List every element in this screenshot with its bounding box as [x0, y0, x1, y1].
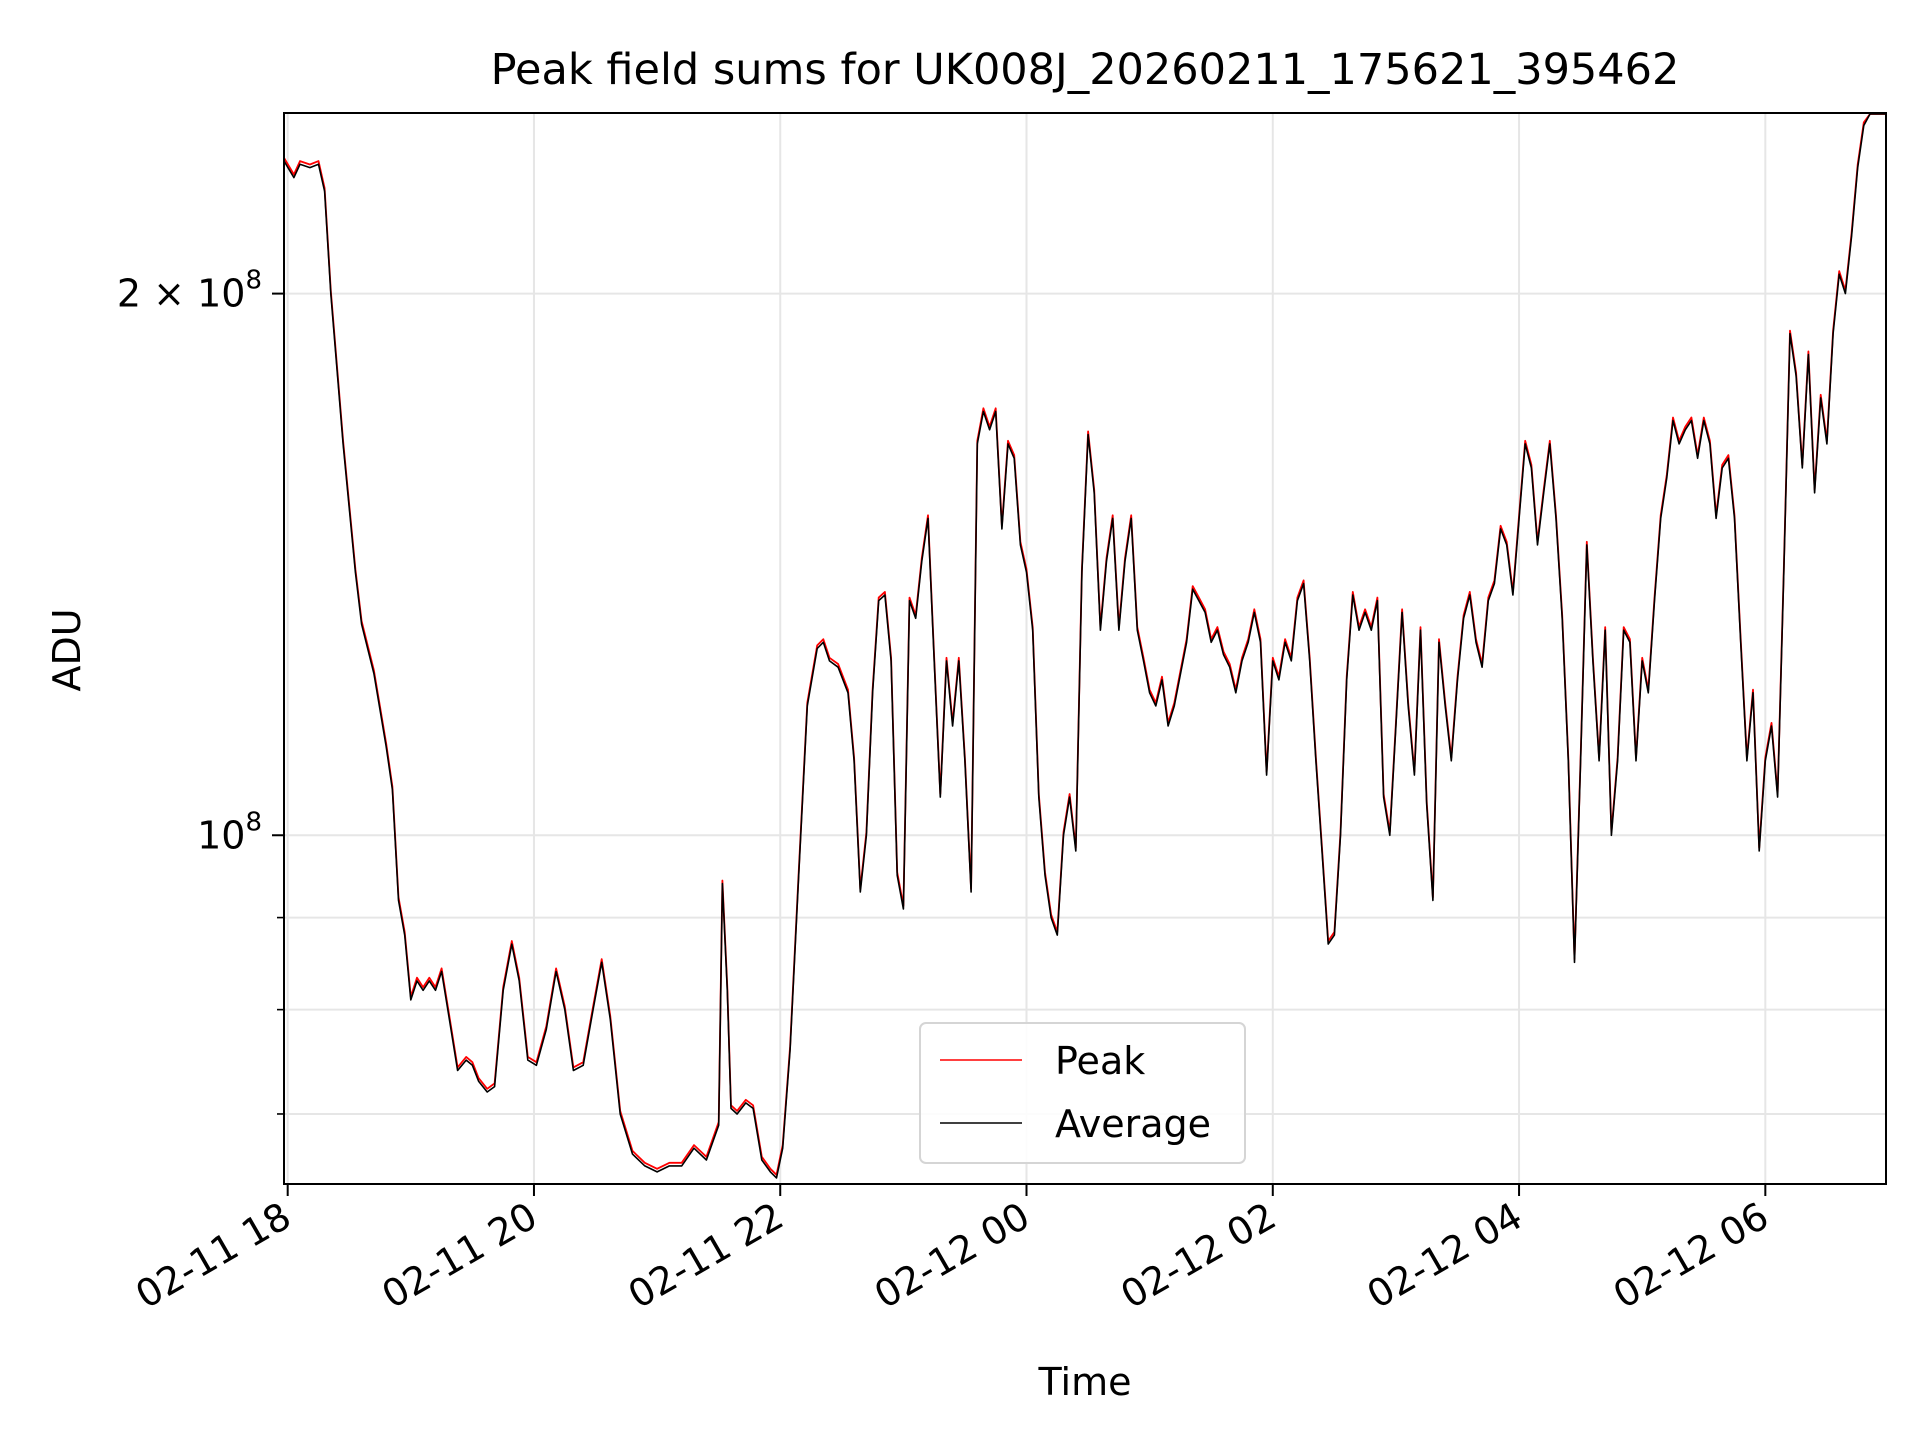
- legend-box: [919, 1022, 1246, 1164]
- y-tick-label-base: 10: [197, 813, 245, 857]
- legend-peak-label: Peak: [1055, 1039, 1145, 1083]
- x-axis-label: Time: [1038, 1360, 1132, 1404]
- y-tick-label-exponent: 8: [245, 266, 262, 296]
- series-average-line: [283, 113, 1886, 1179]
- legend-average-label: Average: [1055, 1102, 1211, 1146]
- y-tick-label-base: 2 × 10: [117, 272, 246, 316]
- legend: Peak Average: [919, 1022, 1246, 1164]
- y-tick-label: 2 × 108: [117, 266, 262, 316]
- chart-title: Peak field sums for UK008J_20260211_1756…: [491, 45, 1680, 95]
- y-axis-label: ADU: [45, 608, 89, 691]
- y-tick-label-exponent: 8: [245, 807, 262, 837]
- series-layer: [283, 113, 1886, 1179]
- y-tick-label: 108: [197, 807, 262, 857]
- plot-frame: [283, 112, 1887, 1185]
